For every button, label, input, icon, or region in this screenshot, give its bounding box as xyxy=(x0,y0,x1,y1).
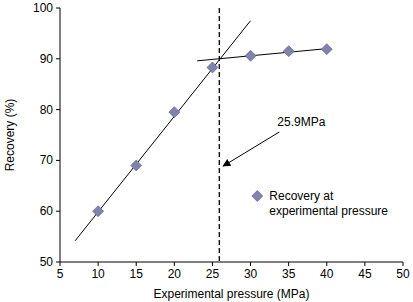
x-tick-label: 45 xyxy=(358,267,372,281)
annotation: 25.9MPa xyxy=(277,115,325,129)
data-point xyxy=(131,160,142,171)
y-tick-label: 60 xyxy=(40,204,54,218)
trend-line xyxy=(75,21,250,241)
y-axis xyxy=(60,8,61,262)
x-tick xyxy=(326,262,327,266)
x-tick xyxy=(212,262,213,266)
y-tick xyxy=(56,262,60,263)
data-point xyxy=(245,50,256,61)
x-tick xyxy=(174,262,175,266)
x-tick-label: 20 xyxy=(168,267,182,281)
y-tick-label: 90 xyxy=(40,52,54,66)
x-tick xyxy=(403,262,404,266)
trend-line xyxy=(197,49,327,61)
x-tick xyxy=(288,262,289,266)
chart: 5 10 15 20 25 30 35 40 45 50 50 60 70 80 90 100 Experime… xyxy=(0,0,413,302)
y-tick xyxy=(56,8,60,9)
x-tick xyxy=(98,262,99,266)
y-axis-label: Recovery (%) xyxy=(3,99,17,172)
x-tick xyxy=(364,262,365,266)
data-point xyxy=(207,62,218,73)
legend-label-line: Recovery at xyxy=(269,189,334,203)
x-tick-label: 15 xyxy=(130,267,144,281)
x-axis xyxy=(60,262,403,263)
y-tick-label: 50 xyxy=(40,255,54,269)
data-point xyxy=(321,44,332,55)
annotation-arrow xyxy=(223,132,279,166)
x-axis-label: Experimental pressure (MPa) xyxy=(153,287,309,301)
y-tick xyxy=(56,58,60,59)
x-tick-label: 50 xyxy=(396,267,410,281)
legend-label-line: experimental pressure xyxy=(269,204,388,218)
legend-label: Recovery atexperimental pressure xyxy=(269,189,388,218)
legend-marker xyxy=(252,191,263,202)
y-tick xyxy=(56,211,60,212)
x-tick-label: 30 xyxy=(244,267,258,281)
reference-line xyxy=(219,8,220,262)
data-point xyxy=(93,206,104,217)
x-tick-label: 35 xyxy=(282,267,296,281)
x-tick-label: 5 xyxy=(57,267,64,281)
x-tick-label: 25 xyxy=(206,267,220,281)
y-tick-label: 80 xyxy=(40,103,54,117)
y-tick-label: 100 xyxy=(33,1,53,15)
data-point xyxy=(169,107,180,118)
y-tick-label: 70 xyxy=(40,153,54,167)
data-point xyxy=(283,46,294,57)
x-tick xyxy=(60,262,61,266)
plot-marks xyxy=(75,8,332,262)
x-tick xyxy=(136,262,137,266)
x-tick-label: 40 xyxy=(320,267,334,281)
y-tick xyxy=(56,160,60,161)
x-tick xyxy=(250,262,251,266)
x-tick-label: 10 xyxy=(91,267,105,281)
y-tick xyxy=(56,109,60,110)
